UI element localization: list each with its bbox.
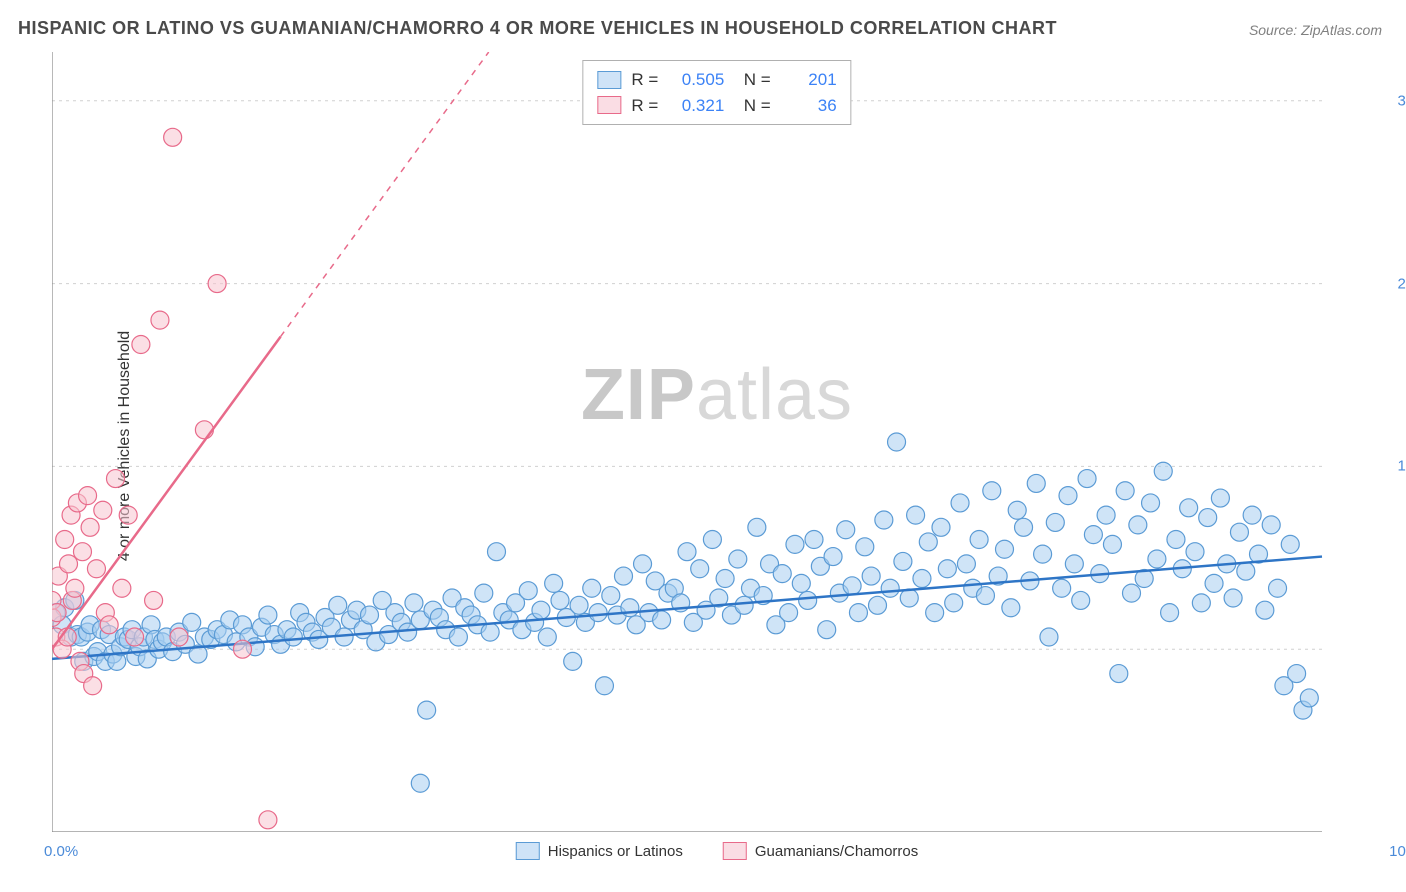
stats-row-pink: R =0.321 N =36 [597, 93, 836, 119]
legend-swatch-blue-icon [516, 842, 540, 860]
x-axis-min-label: 0.0% [44, 843, 78, 860]
source-attribution: Source: ZipAtlas.com [1249, 22, 1382, 38]
x-axis-max-label: 100.0% [1389, 843, 1406, 860]
y-tick-label: 22.5% [1397, 275, 1406, 292]
legend-item-blue: Hispanics or Latinos [516, 842, 683, 860]
stats-row-blue: R =0.505 N =201 [597, 67, 836, 93]
swatch-blue-icon [597, 71, 621, 89]
chart-title: HISPANIC OR LATINO VS GUAMANIAN/CHAMORRO… [18, 18, 1057, 39]
legend-item-pink: Guamanians/Chamorros [723, 842, 918, 860]
legend-swatch-pink-icon [723, 842, 747, 860]
swatch-pink-icon [597, 96, 621, 114]
bottom-legend: Hispanics or Latinos Guamanians/Chamorro… [516, 842, 918, 860]
legend-label: Guamanians/Chamorros [755, 843, 918, 860]
scatter-chart-svg [52, 52, 1382, 832]
y-tick-label: 30.0% [1397, 92, 1406, 109]
chart-area: ZIPatlas R =0.505 N =201 R =0.321 N =36 … [52, 52, 1382, 832]
correlation-stats-box: R =0.505 N =201 R =0.321 N =36 [582, 60, 851, 125]
y-tick-label: 15.0% [1397, 458, 1406, 475]
legend-label: Hispanics or Latinos [548, 843, 683, 860]
